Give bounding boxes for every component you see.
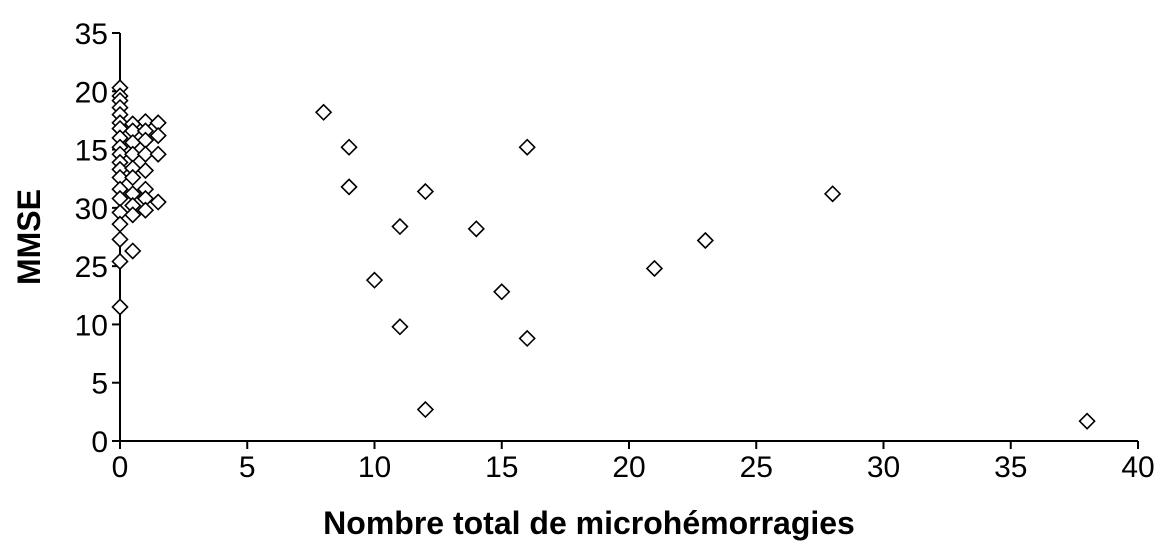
x-tick-label: 25: [740, 451, 773, 484]
data-point: [391, 217, 409, 236]
x-axis-title: Nombre total de microhémorragies: [323, 505, 855, 541]
data-point: [1078, 412, 1096, 430]
data-point: [111, 215, 129, 233]
data-point: [518, 138, 536, 156]
data-point: [314, 103, 333, 121]
y-tick-label: 10: [75, 309, 108, 342]
data-point: [518, 329, 536, 348]
data-point: [124, 168, 142, 187]
data-point: [416, 182, 435, 201]
y-tick-label: 5: [91, 368, 108, 401]
y-tick-label: 25: [75, 251, 108, 284]
data-point: [136, 145, 155, 163]
x-axis-tick-labels: 0 5 10 15 20 25 30 35 40: [112, 451, 1155, 484]
data-point: [696, 231, 714, 250]
data-point: [149, 126, 167, 145]
y-tick-label: 35: [75, 18, 108, 51]
y-tick-label: 30: [75, 193, 108, 226]
data-point: [111, 252, 129, 271]
data-point: [136, 161, 155, 180]
y-tick-label: 20: [75, 76, 108, 109]
x-tick-label: 30: [867, 451, 900, 484]
y-axis-title: MMSE: [11, 189, 47, 285]
data-point: [124, 206, 142, 224]
data-point: [823, 185, 842, 203]
x-tick-label: 5: [239, 451, 256, 484]
x-tick-label: 15: [485, 451, 518, 484]
x-tick-label: 40: [1121, 451, 1154, 484]
data-points: [111, 79, 1096, 430]
data-point: [493, 283, 511, 301]
data-point: [136, 201, 155, 219]
data-point: [340, 138, 358, 156]
data-point: [365, 271, 384, 289]
x-tick-label: 10: [358, 451, 391, 484]
data-point: [124, 242, 142, 260]
data-point: [149, 193, 167, 211]
data-point: [149, 145, 167, 163]
data-point: [391, 318, 409, 336]
data-point: [645, 259, 664, 278]
y-tick-label: 15: [75, 135, 108, 168]
x-axis-ticks: [119, 441, 1139, 449]
data-point: [340, 178, 358, 196]
y-axis-tick-labels: 0 5 10 25 30 15 20 35: [75, 18, 108, 459]
x-tick-label: 0: [112, 451, 129, 484]
data-point: [467, 220, 485, 238]
y-tick-label: 0: [91, 426, 108, 459]
data-point: [111, 230, 129, 248]
x-tick-label: 35: [994, 451, 1027, 484]
x-tick-label: 20: [612, 451, 645, 484]
data-point: [416, 400, 435, 419]
data-point: [111, 298, 129, 316]
